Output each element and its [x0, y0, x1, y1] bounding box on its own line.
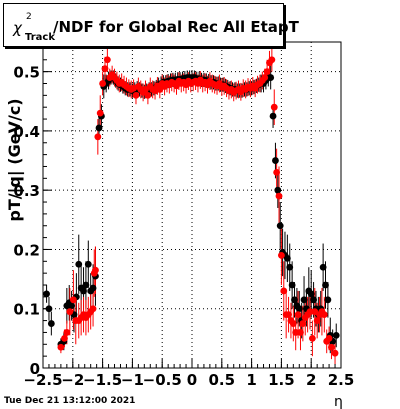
chart-title-box: χ 2 Track /NDF for Global Rec All EtapT: [3, 3, 299, 47]
data-point-red: [299, 320, 307, 327]
y-tick-label: 0.3: [13, 182, 40, 200]
data-point-red: [261, 74, 269, 81]
data-point-red: [270, 103, 278, 111]
data-point-black: [307, 290, 315, 298]
data-point-red: [313, 317, 321, 324]
chart-title: /NDF for Global Rec All EtapT: [53, 18, 299, 36]
data-point-red: [103, 56, 111, 64]
data-point-red: [94, 133, 102, 141]
x-tick-label: −2: [61, 371, 84, 389]
data-point-red: [331, 349, 339, 357]
data-point-black: [286, 263, 294, 271]
data-point-black: [276, 222, 284, 230]
y-tick-label: 0.2: [13, 241, 40, 259]
data-point-red: [57, 343, 65, 351]
x-axis-label: η: [334, 394, 343, 409]
x-tick-label: 2: [306, 371, 316, 389]
data-point-black: [75, 260, 83, 268]
data-points: [43, 56, 340, 357]
data-point-black: [89, 284, 97, 292]
y-tick-label: 0: [30, 360, 40, 378]
data-point-red: [101, 65, 109, 73]
data-point-black: [291, 296, 298, 304]
data-point-red: [268, 56, 276, 64]
data-point-black: [80, 287, 87, 295]
tick-labels: −2.5−2−1.5−1−0.5 0 0.5 1 1.5 2 2.5 0 0.1 0.2 0.3 0.…: [13, 64, 354, 389]
data-point-black: [43, 290, 50, 298]
y-tick-label: 0.4: [13, 123, 40, 141]
axis-ticks: [42, 47, 342, 369]
data-point-black: [84, 260, 92, 268]
date-stamp: Tue Dec 21 13:12:00 2021: [4, 396, 136, 406]
data-point-red: [294, 311, 302, 319]
data-point-red: [308, 334, 316, 342]
title-symbol: χ: [13, 19, 22, 37]
x-tick-label: −1.5: [83, 371, 122, 389]
data-point-red: [289, 320, 297, 327]
data-point-black: [267, 74, 275, 81]
x-tick-label: 2.5: [328, 371, 355, 389]
data-point-red: [263, 68, 271, 76]
data-point-red: [273, 169, 281, 176]
data-point-black: [295, 305, 303, 313]
data-point-red: [278, 251, 285, 259]
data-point-red: [69, 296, 77, 304]
data-point-red: [320, 311, 328, 319]
title-subscript: Track: [25, 32, 55, 43]
data-point-red: [61, 334, 68, 342]
data-point-red: [96, 109, 104, 117]
data-point-black: [82, 281, 90, 289]
x-tick-label: 0.5: [209, 371, 236, 389]
data-point-black: [95, 124, 103, 132]
data-point-red: [63, 329, 71, 336]
y-axis-label: pT/|q| (GeV/c): [5, 98, 25, 221]
y-tick-label: 0.1: [13, 301, 40, 319]
x-tick-label: 0: [187, 371, 197, 389]
data-point-black: [332, 332, 340, 339]
x-tick-label: −1: [121, 371, 144, 389]
data-point-black: [322, 281, 329, 289]
x-tick-label: 1.5: [268, 371, 295, 389]
data-point-red: [306, 308, 314, 316]
data-point-black: [274, 186, 282, 194]
y-tick-label: 0.5: [13, 64, 40, 82]
data-point-red: [297, 329, 304, 336]
x-tick-label: −2.5: [23, 371, 62, 389]
data-point-black: [324, 296, 332, 304]
data-point-red: [89, 305, 97, 313]
data-point-red: [66, 308, 74, 316]
data-point-black: [288, 281, 296, 289]
data-point-black: [269, 112, 277, 120]
data-point-black: [47, 320, 55, 327]
x-tick-label: 1: [246, 371, 256, 389]
data-point-black: [319, 263, 327, 271]
data-point-red: [285, 311, 292, 319]
data-point-red: [132, 91, 140, 99]
title-superscript: 2: [26, 12, 32, 22]
data-point-black: [300, 296, 308, 304]
data-point-red: [144, 91, 152, 99]
data-point-black: [68, 302, 76, 310]
data-point-black: [283, 254, 291, 262]
data-point-red: [325, 334, 333, 342]
data-point-red: [292, 329, 300, 336]
data-point-red: [92, 266, 99, 274]
x-tick-label: −0.5: [143, 371, 182, 389]
data-point-red: [275, 192, 283, 200]
data-point-red: [99, 80, 106, 87]
data-point-red: [280, 287, 288, 295]
data-point-black: [272, 157, 279, 164]
data-point-red: [328, 343, 335, 351]
data-point-black: [310, 296, 317, 304]
